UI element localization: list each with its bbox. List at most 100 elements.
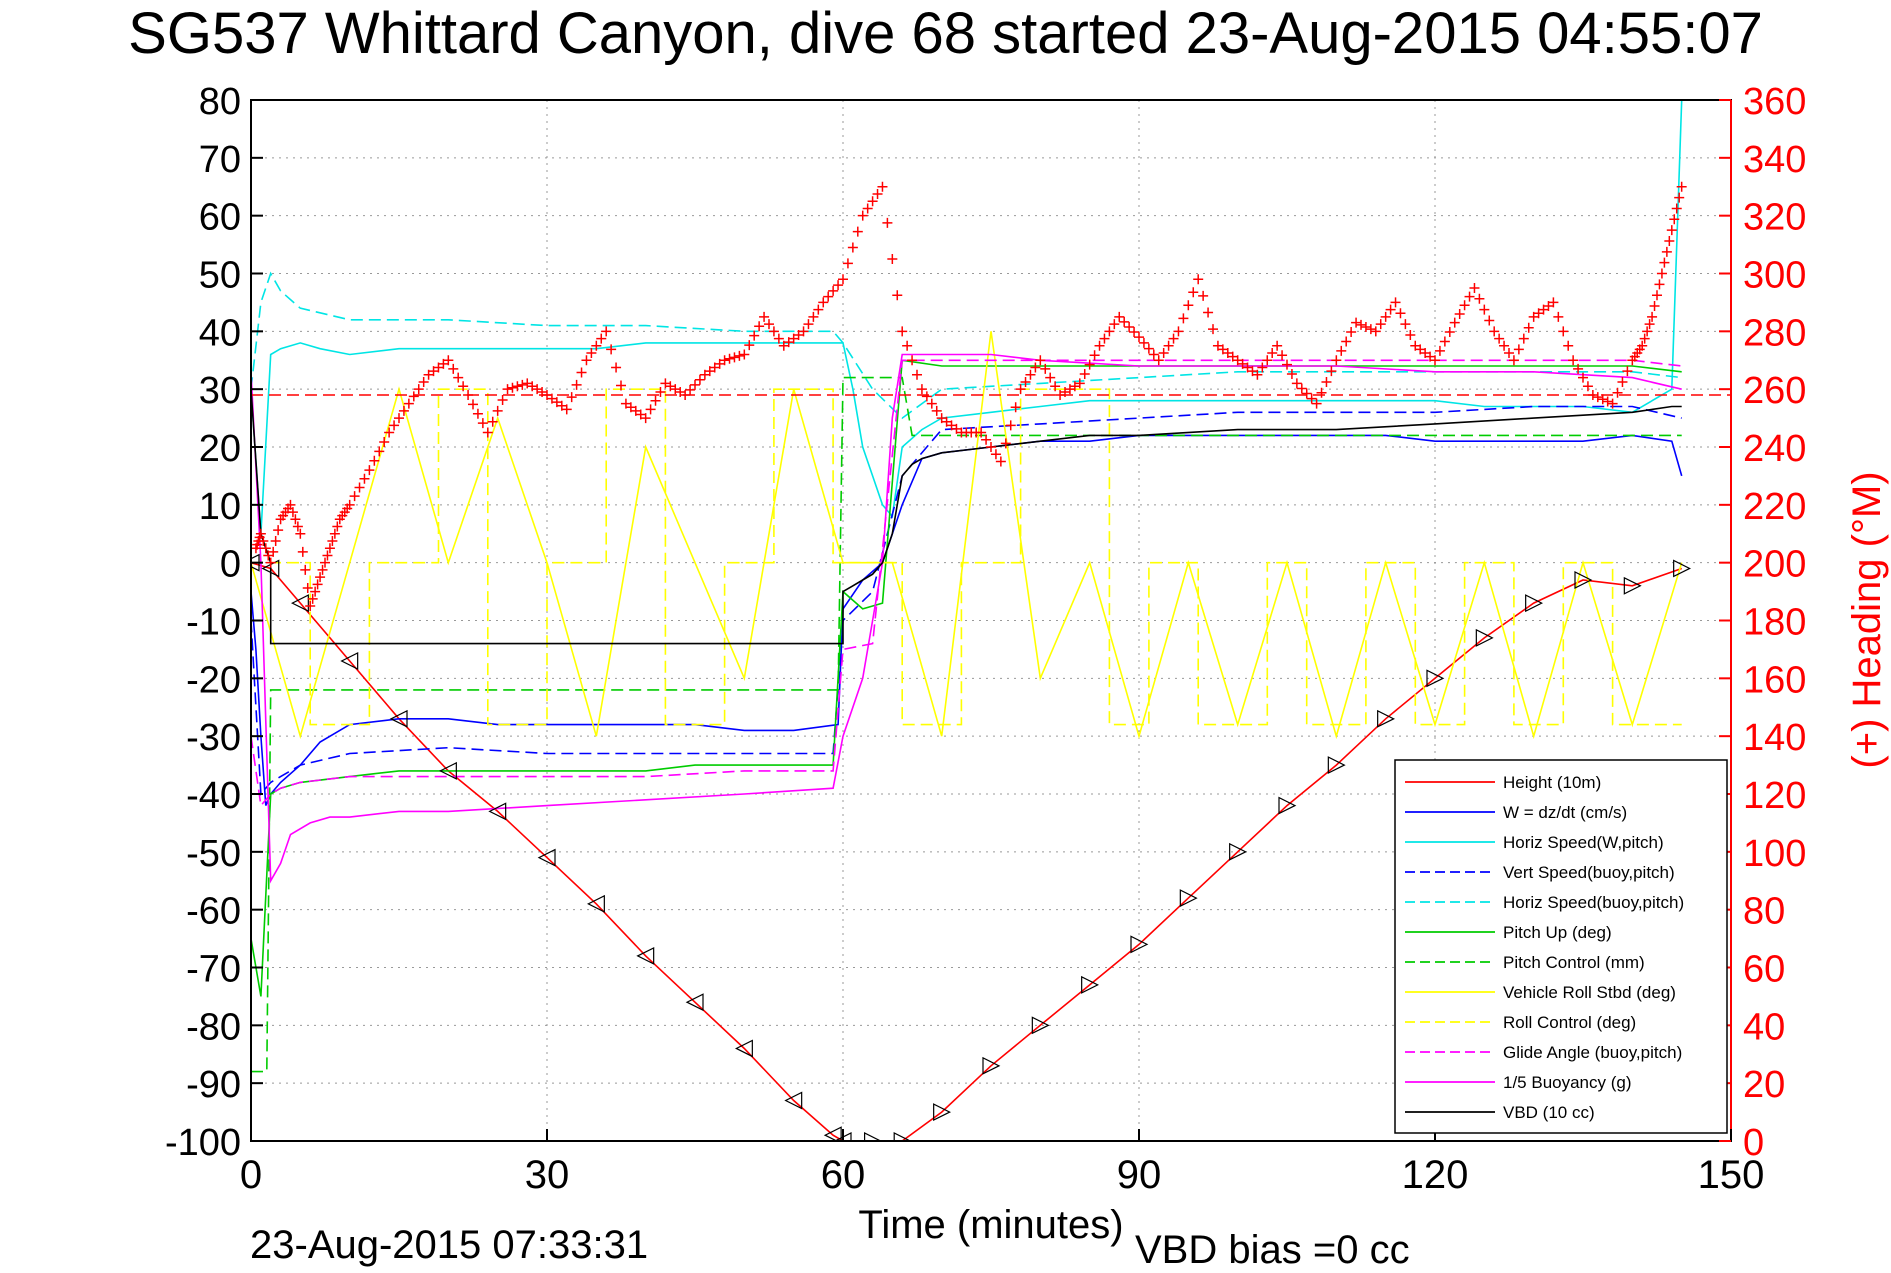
- heading-point: [734, 350, 745, 361]
- heading-point: [384, 427, 395, 438]
- heading-point: [502, 384, 513, 395]
- heading-point: [561, 404, 572, 415]
- heading-point: [1203, 307, 1214, 318]
- heading-point: [290, 514, 301, 525]
- heading-point: [611, 362, 622, 373]
- heading-point: [1430, 355, 1440, 366]
- heading-point: [1449, 317, 1460, 328]
- height-marker: [488, 802, 507, 821]
- y2-tick-label: 360: [1743, 81, 1806, 123]
- heading-point: [680, 389, 691, 400]
- heading-point: [754, 321, 765, 332]
- heading-point: [887, 254, 898, 265]
- heading-point: [926, 398, 937, 409]
- heading-point: [389, 420, 400, 431]
- series-rollctl: [251, 388, 1682, 726]
- heading-point: [818, 297, 829, 308]
- y2-tick-label: 100: [1743, 833, 1806, 875]
- height-marker: [685, 993, 704, 1012]
- heading-point: [803, 319, 814, 330]
- footer-vbd-bias: VBD bias =0 cc: [1135, 1228, 1410, 1272]
- chart-title: SG537 Whittard Canyon, dive 68 started 2…: [128, 1, 1763, 66]
- y-tick-label: 50: [199, 255, 241, 297]
- heading-point: [1198, 290, 1209, 301]
- heading-point: [1622, 366, 1633, 377]
- heading-point: [255, 528, 266, 539]
- heading-point: [320, 557, 330, 568]
- heading-point: [1654, 279, 1665, 290]
- heading-point: [332, 521, 343, 532]
- heading-point: [394, 413, 404, 424]
- heading-point: [685, 384, 696, 395]
- heading-point: [842, 258, 853, 269]
- heading-point: [601, 326, 612, 337]
- height-marker: [537, 848, 556, 867]
- heading-point: [1129, 327, 1140, 338]
- heading-point: [1656, 268, 1667, 279]
- heading-point: [1518, 333, 1529, 344]
- heading-point: [1513, 344, 1524, 355]
- heading-point: [310, 586, 321, 597]
- heading-point: [1444, 327, 1455, 338]
- heading-point: [1311, 398, 1322, 409]
- heading-point: [364, 465, 375, 476]
- y2-tick-label: 220: [1743, 486, 1806, 528]
- heading-point: [472, 408, 483, 419]
- heading-point: [616, 380, 626, 391]
- heading-point: [315, 572, 326, 583]
- heading-point: [1664, 235, 1675, 246]
- heading-point: [1124, 321, 1135, 332]
- heading-point: [867, 196, 878, 207]
- heading-point: [1262, 355, 1273, 366]
- y-tick-label: -100: [165, 1122, 241, 1164]
- heading-point: [1578, 372, 1588, 383]
- height-marker: [933, 1103, 952, 1122]
- heading-point: [1669, 214, 1680, 225]
- heading-point: [1469, 282, 1480, 293]
- heading-point: [369, 455, 380, 466]
- heading-point: [1548, 297, 1559, 308]
- heading-point: [606, 344, 617, 355]
- series-layer: [251, 100, 1731, 1141]
- heading-point: [1267, 348, 1278, 359]
- heading-point: [1301, 388, 1312, 399]
- y2-tick-label: 260: [1743, 370, 1806, 412]
- heading-point: [798, 326, 809, 337]
- height-marker: [636, 946, 655, 965]
- heading-point: [1484, 315, 1495, 326]
- heading-point: [1020, 376, 1031, 387]
- height-marker: [1426, 669, 1445, 688]
- heading-point: [902, 340, 913, 351]
- series-roll: [251, 331, 1683, 740]
- heading-point: [907, 355, 918, 366]
- heading-point: [1316, 387, 1327, 398]
- legend-label: Horiz Speed(buoy,pitch): [1503, 893, 1684, 912]
- heading-point: [1400, 319, 1411, 330]
- heading-point: [482, 427, 493, 438]
- heading-point: [1178, 313, 1189, 324]
- height-marker: [438, 761, 457, 780]
- heading-point: [1089, 350, 1100, 361]
- heading-point: [1000, 438, 1011, 449]
- heading-point: [1434, 345, 1445, 356]
- heading-point: [1459, 300, 1470, 311]
- heading-point: [768, 326, 779, 337]
- heading-point: [1138, 337, 1149, 348]
- y2-tick-label: 0: [1743, 1122, 1764, 1164]
- heading-point: [759, 311, 770, 322]
- heading-point: [1647, 311, 1658, 322]
- heading-point: [739, 349, 750, 360]
- heading-point: [1282, 359, 1292, 370]
- heading-point: [1356, 319, 1366, 330]
- heading-point: [724, 353, 735, 364]
- heading-point: [857, 210, 868, 221]
- heading-point: [729, 352, 740, 363]
- heading-point: [359, 473, 370, 484]
- x-tick-label: 120: [1402, 1153, 1469, 1197]
- heading-point: [1385, 304, 1396, 315]
- heading-point: [408, 391, 419, 402]
- heading-point: [897, 326, 908, 337]
- heading-point: [591, 340, 602, 351]
- heading-point: [443, 355, 454, 366]
